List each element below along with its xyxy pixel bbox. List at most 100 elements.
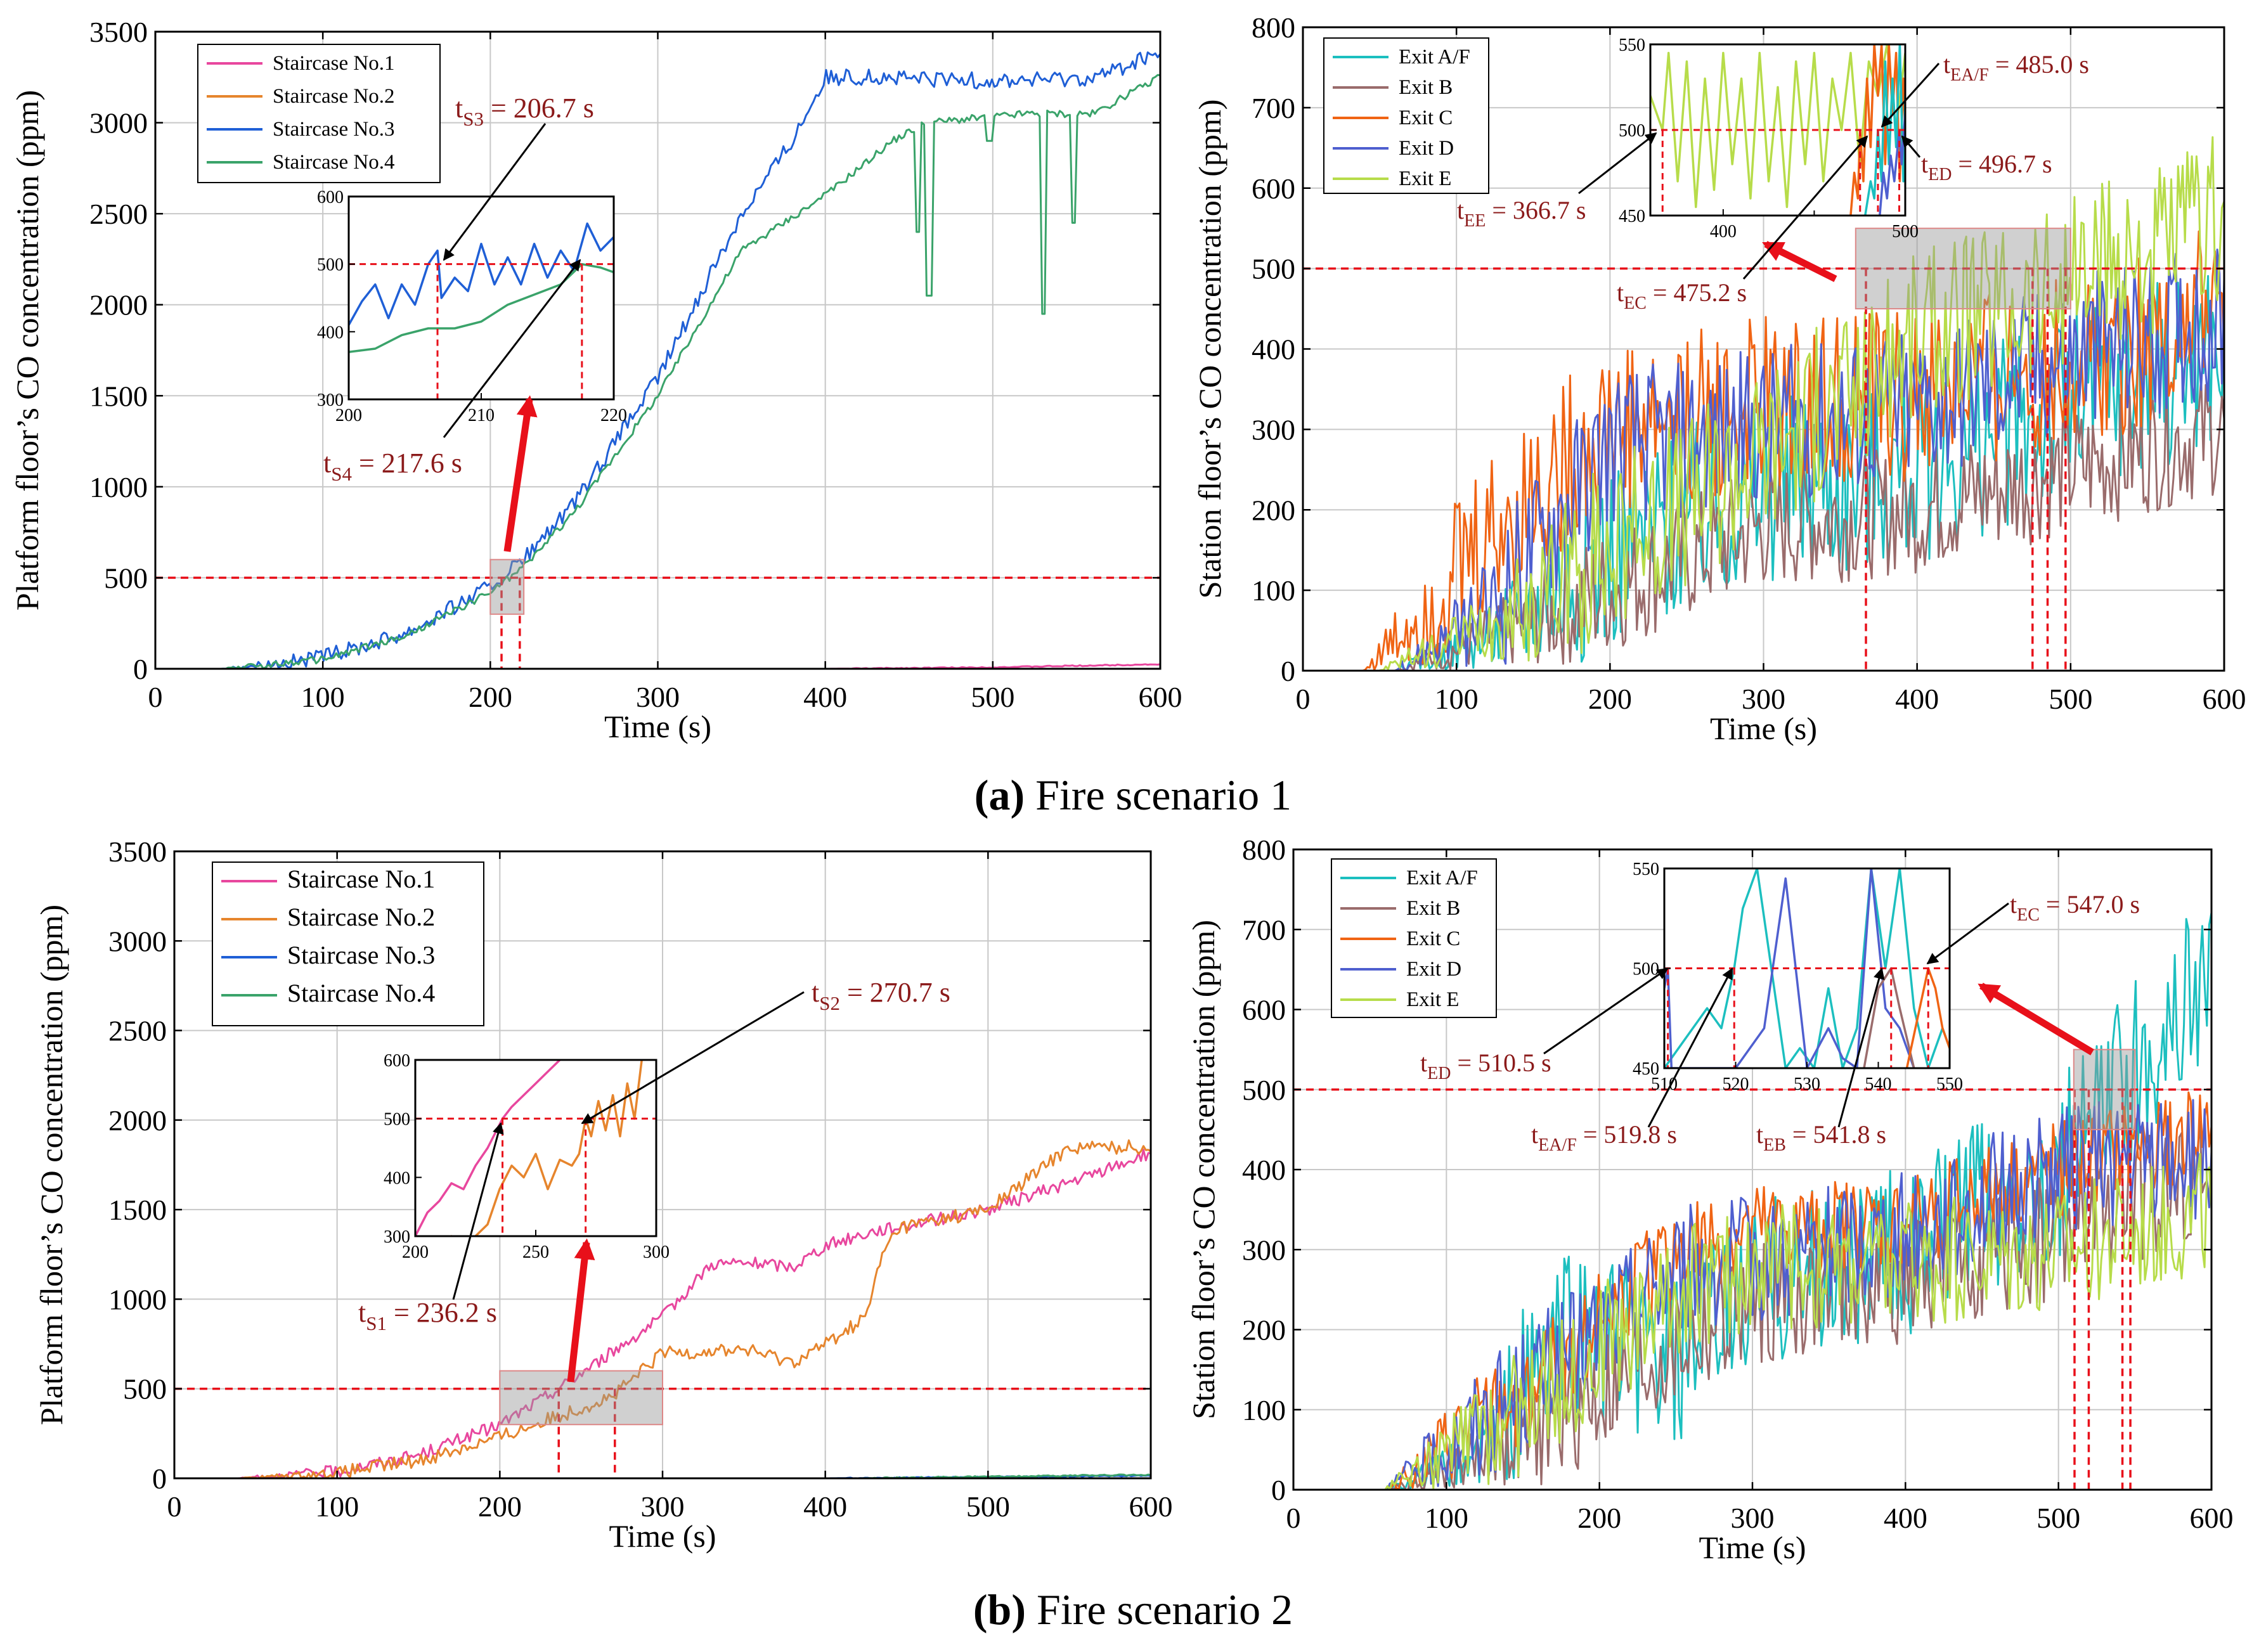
legend-label-staircase-no-1: Staircase No.1 [273, 52, 394, 75]
annotation-arrow [1881, 62, 1940, 128]
inset-x-tick-label: 550 [1936, 1074, 1963, 1094]
x-tick-label: 600 [1129, 1490, 1173, 1523]
annotation-arrow [1901, 135, 1921, 158]
y-tick-label: 400 [1252, 333, 1295, 366]
x-tick-label: 400 [1895, 683, 1939, 715]
x-tick-label: 600 [2190, 1502, 2234, 1534]
inset-x-tick-label: 200 [335, 406, 362, 425]
y-tick-label: 300 [1242, 1234, 1286, 1266]
y-tick-label: 2000 [108, 1104, 167, 1137]
y-tick-label: 3000 [108, 925, 167, 957]
y-tick-label: 600 [1242, 994, 1286, 1026]
y-tick-label: 0 [152, 1462, 167, 1495]
annotation-ed: tED = 510.5 s [1420, 1049, 1551, 1083]
caption-a: (a) Fire scenario 1 [0, 770, 2266, 820]
chart-a_station: 0 100 200 300 400 500 600 0 100 200 300 400 500 600 70… [1192, 11, 2246, 746]
series-line-exit-d [1303, 248, 2224, 671]
x-tick-label: 0 [1286, 1502, 1301, 1534]
inset-x-tick-label: 250 [522, 1242, 549, 1262]
legend-label-exit-d: Exit D [1406, 958, 1461, 981]
zoom-box [1855, 228, 2071, 310]
inset-series-group [415, 1060, 643, 1236]
legend-label-exit-e: Exit E [1406, 988, 1459, 1011]
annotation-s3: tS3 = 206.7 s [455, 93, 594, 130]
inset-y-tick-label: 600 [384, 1051, 410, 1071]
legend-label-staircase-no-4: Staircase No.4 [273, 151, 394, 174]
y-tick-label: 3500 [89, 16, 148, 48]
legend-label-exit-e: Exit E [1399, 167, 1451, 190]
annotation-arrow [1578, 132, 1657, 195]
y-tick-label: 100 [1242, 1394, 1286, 1426]
inset-y-tick-label: 500 [1619, 121, 1645, 141]
x-tick-label: 200 [1588, 683, 1632, 715]
series-line-exit-d [1293, 1099, 2211, 1490]
legend-label-exit-a-f: Exit A/F [1406, 867, 1478, 889]
inset-y-tick-label: 550 [1619, 35, 1645, 55]
annotation-s2: tS2 = 270.7 s [812, 977, 950, 1014]
y-tick-label: 500 [104, 562, 148, 594]
inset-series-group [349, 222, 614, 354]
inset-y-tick-label: 450 [1619, 207, 1645, 226]
inset-line-staircase-no-2 [449, 1060, 643, 1236]
x-tick-label: 400 [803, 681, 847, 713]
inset-y-tick-label: 550 [1633, 860, 1659, 879]
annotation-arrow [1926, 902, 2009, 965]
annotation-arrow [1742, 135, 1868, 280]
annotation-eb: tEB = 541.8 s [1756, 1120, 1886, 1155]
caption-b-label: (b) [973, 1585, 1026, 1634]
legend-label-staircase-no-1: Staircase No.1 [287, 865, 435, 893]
series-line-staircase-no-4 [155, 74, 1160, 669]
legend-label-staircase-no-2: Staircase No.2 [273, 85, 394, 108]
annotation-s4: tS4 = 217.6 s [323, 448, 462, 485]
legend-label-staircase-no-3: Staircase No.3 [287, 941, 435, 969]
zoom-box [2073, 1049, 2136, 1130]
annotation-arrow [452, 1122, 504, 1300]
inset-x-tick-label: 530 [1794, 1074, 1820, 1094]
x-axis-label: Time (s) [1710, 711, 1817, 746]
y-tick-label: 700 [1252, 92, 1295, 124]
legend-label-exit-c: Exit C [1399, 106, 1453, 129]
inset-y-tick-label: 400 [317, 323, 344, 342]
inset-x-tick-label: 220 [600, 406, 627, 425]
inset-x-tick-label: 300 [643, 1242, 670, 1262]
inset-line-exit-d [1664, 868, 1915, 1068]
inset-y-tick-label: 600 [317, 188, 344, 207]
y-tick-label: 0 [1271, 1474, 1286, 1506]
y-tick-label: 1500 [108, 1194, 167, 1226]
x-tick-label: 100 [315, 1490, 359, 1523]
x-tick-label: 300 [1742, 683, 1785, 715]
inset-line-staircase-no-4 [349, 262, 614, 354]
legend-label-staircase-no-4: Staircase No.4 [287, 979, 435, 1007]
chart-canvas: 0 100 200 300 400 500 600050010001500200025003… [10, 11, 2246, 1565]
annotation-arrow [581, 991, 805, 1125]
x-tick-label: 0 [148, 681, 163, 713]
legend-label-staircase-no-3: Staircase No.3 [273, 118, 394, 141]
inset-y-tick-label: 450 [1633, 1059, 1659, 1079]
y-tick-label: 700 [1242, 913, 1286, 946]
annotation-arrow [1837, 967, 1885, 1128]
y-axis-label: Platform floor’s CO concentration (ppm) [10, 90, 45, 610]
y-axis-label: Station floor’s CO concentration (ppm) [1192, 100, 1227, 599]
inset-line-exit-a-f [1664, 868, 1950, 1068]
inset-chart: 200 250 300 300 400 500 600 [384, 1051, 670, 1262]
caption-b-text: Fire scenario 2 [1037, 1585, 1293, 1634]
y-tick-label: 1500 [89, 380, 148, 412]
series-group [1293, 912, 2211, 1490]
y-tick-label: 2500 [108, 1015, 167, 1047]
x-tick-label: 500 [966, 1490, 1010, 1523]
y-tick-label: 0 [133, 653, 148, 685]
inset-x-tick-label: 210 [468, 406, 495, 425]
x-tick-label: 100 [301, 681, 345, 713]
chart-a_platform: 0 100 200 300 400 500 600050010001500200025003… [10, 16, 1182, 744]
inset-y-tick-label: 400 [384, 1168, 410, 1188]
y-tick-label: 1000 [108, 1283, 167, 1315]
annotation-ea-f: tEA/F = 485.0 s [1943, 50, 2089, 85]
inset-y-tick-label: 300 [384, 1227, 410, 1247]
legend-label-staircase-no-2: Staircase No.2 [287, 903, 435, 931]
x-tick-label: 100 [1425, 1502, 1468, 1534]
caption-a-text: Fire scenario 1 [1035, 771, 1292, 819]
x-tick-label: 300 [641, 1490, 685, 1523]
legend-label-exit-c: Exit C [1406, 927, 1460, 950]
y-tick-label: 200 [1252, 494, 1295, 526]
